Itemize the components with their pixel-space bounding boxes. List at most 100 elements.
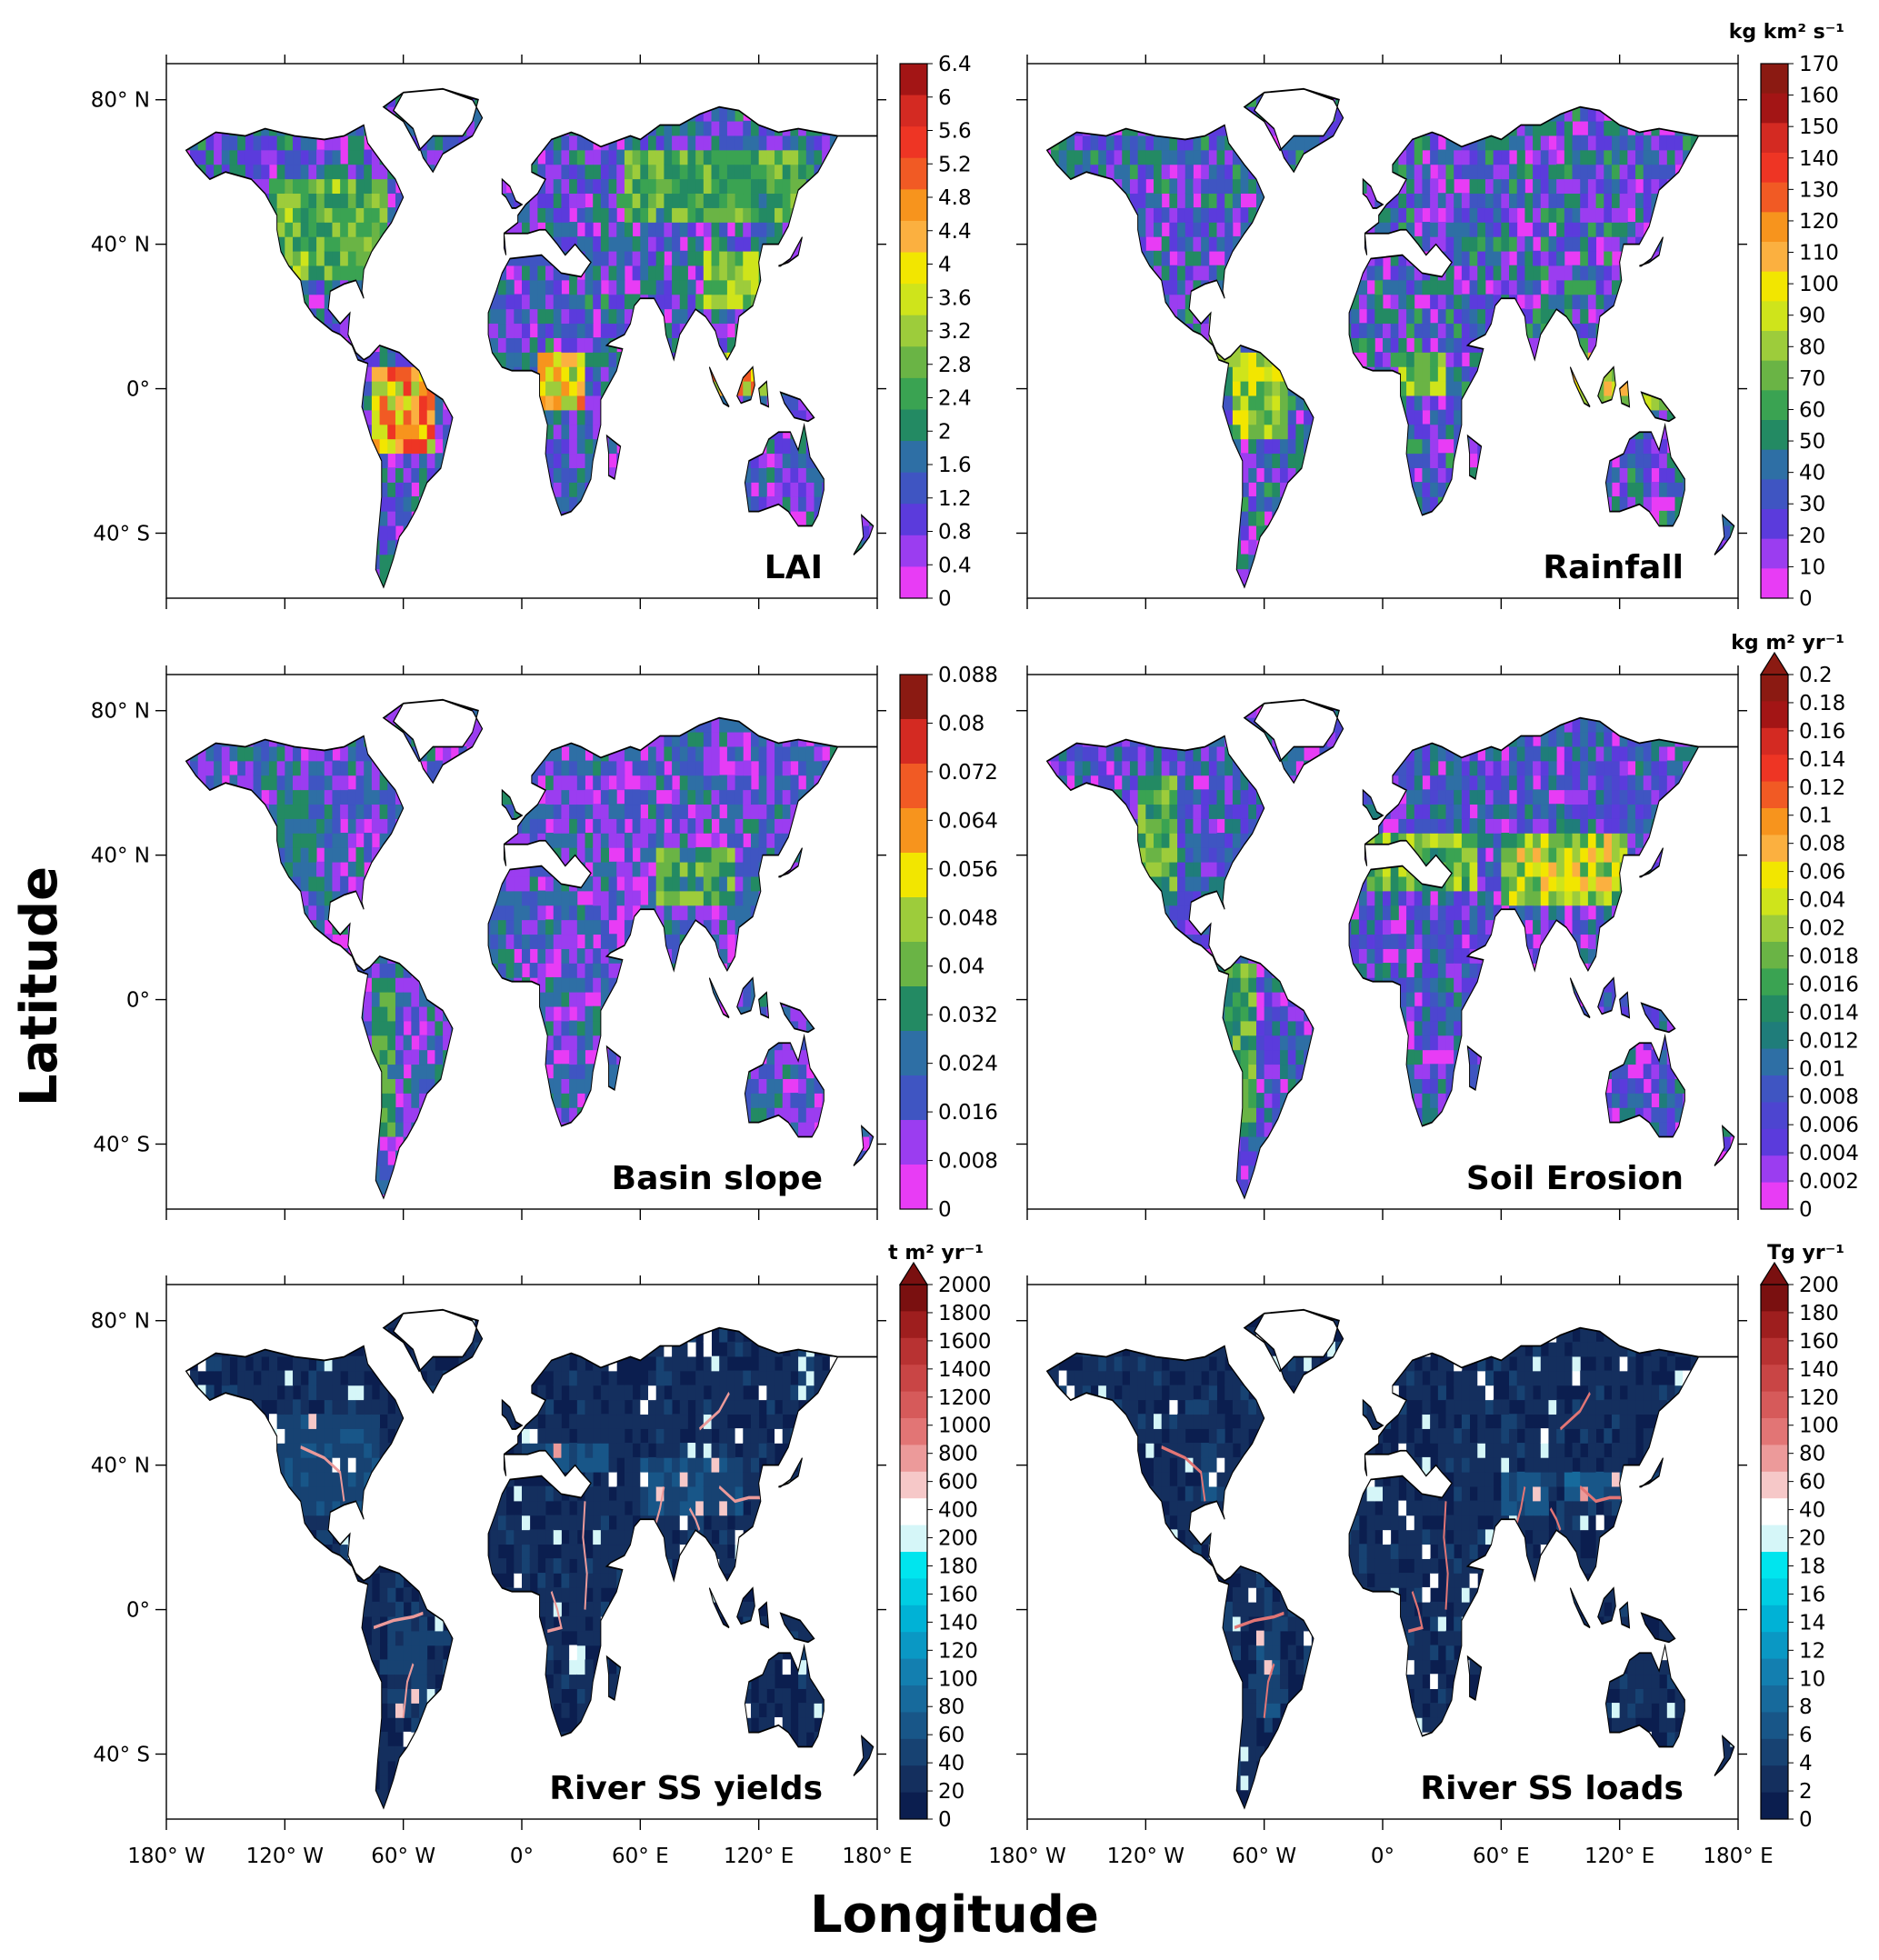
- value-cell: [1232, 380, 1242, 396]
- value-cell: [703, 120, 712, 136]
- value-cell: [798, 135, 807, 151]
- value-cell: [347, 265, 356, 281]
- value-cell: [268, 178, 278, 195]
- value-cell: [529, 308, 538, 325]
- value-cell: [861, 525, 870, 541]
- value-cell: [1154, 164, 1163, 180]
- value-cell: [775, 222, 784, 237]
- value-cell: [293, 265, 302, 281]
- value-cell: [529, 222, 538, 237]
- value-cell: [1390, 308, 1399, 325]
- value-cell: [553, 178, 562, 195]
- value-cell: [1304, 424, 1313, 440]
- value-cell: [1454, 323, 1463, 338]
- value-cell: [1477, 178, 1486, 195]
- value-cell: [1454, 409, 1463, 425]
- value-cell: [695, 193, 705, 208]
- value-cell: [608, 250, 617, 266]
- value-cell: [1137, 135, 1146, 151]
- value-cell: [655, 149, 665, 165]
- value-cell: [735, 135, 744, 151]
- value-cell: [205, 135, 215, 151]
- value-cell: [355, 265, 365, 281]
- value-cell: [379, 178, 388, 195]
- value-cell: [522, 323, 531, 338]
- value-cell: [608, 323, 617, 338]
- value-cell: [1240, 164, 1249, 180]
- value-cell: [1248, 380, 1257, 396]
- value-cell: [308, 207, 317, 223]
- lat-tick-label: 40° N: [91, 234, 150, 257]
- value-cell: [300, 207, 309, 223]
- value-cell: [1248, 352, 1257, 367]
- value-cell: [316, 164, 325, 180]
- value-cell: [1414, 193, 1423, 208]
- value-cell: [632, 265, 641, 281]
- value-cell: [679, 207, 688, 223]
- value-cell: [735, 149, 744, 165]
- value-cell: [679, 164, 688, 180]
- value-cell: [1255, 495, 1265, 512]
- value-cell: [805, 510, 815, 526]
- value-cell: [672, 337, 681, 353]
- value-cell: [1090, 149, 1099, 165]
- value-cell: [1240, 222, 1249, 237]
- value-cell: [1437, 149, 1446, 165]
- value-cell: [750, 193, 760, 208]
- value-cell: [347, 164, 356, 180]
- value-cell: [632, 149, 641, 165]
- value-cell: [1177, 164, 1186, 180]
- value-cell: [276, 178, 285, 195]
- value-cell: [687, 193, 696, 208]
- value-cell: [1334, 105, 1344, 122]
- value-cell: [1390, 265, 1399, 281]
- value-cell: [726, 250, 736, 266]
- value-cell: [1374, 308, 1384, 325]
- value-cell: [355, 178, 365, 195]
- value-cell: [1430, 453, 1439, 468]
- value-cell: [1469, 438, 1478, 455]
- value-cell: [537, 352, 546, 367]
- value-cell: [1406, 193, 1415, 208]
- colorbar-tick-label: 0.4: [938, 554, 972, 577]
- value-cell: [664, 294, 673, 310]
- value-cell: [1232, 193, 1242, 208]
- value-cell: [775, 164, 784, 180]
- value-cell: [1422, 352, 1431, 367]
- value-cell: [687, 207, 696, 223]
- value-cell: [324, 294, 333, 310]
- value-cell: [655, 193, 665, 208]
- value-cell: [545, 424, 555, 440]
- value-cell: [703, 178, 712, 195]
- value-cell: [758, 467, 767, 483]
- value-cell: [695, 265, 705, 281]
- value-cell: [1058, 135, 1067, 151]
- value-cell: [726, 308, 736, 325]
- value-cell: [237, 149, 246, 165]
- value-cell: [1414, 323, 1423, 338]
- value-cell: [411, 453, 420, 468]
- value-cell: [395, 453, 405, 468]
- value-cell: [679, 265, 688, 281]
- value-cell: [214, 135, 223, 151]
- value-cell: [735, 250, 744, 266]
- value-cell: [355, 149, 365, 165]
- value-cell: [435, 135, 444, 151]
- value-cell: [355, 193, 365, 208]
- map-panel-2: Rainfall17016015014013012011010090807060…: [1016, 21, 1844, 611]
- value-cell: [576, 279, 585, 295]
- value-cell: [719, 193, 728, 208]
- value-cell: [347, 250, 356, 266]
- value-cell: [814, 135, 823, 151]
- value-cell: [1406, 438, 1415, 455]
- value-cell: [316, 178, 325, 195]
- value-cell: [545, 294, 555, 310]
- value-cell: [1390, 323, 1399, 338]
- value-cell: [1177, 265, 1186, 281]
- value-cell: [1208, 235, 1217, 252]
- value-cell: [600, 149, 610, 165]
- value-cell: [1184, 178, 1194, 195]
- value-cell: [332, 265, 341, 281]
- value-cell: [1430, 495, 1439, 512]
- value-cell: [300, 135, 309, 151]
